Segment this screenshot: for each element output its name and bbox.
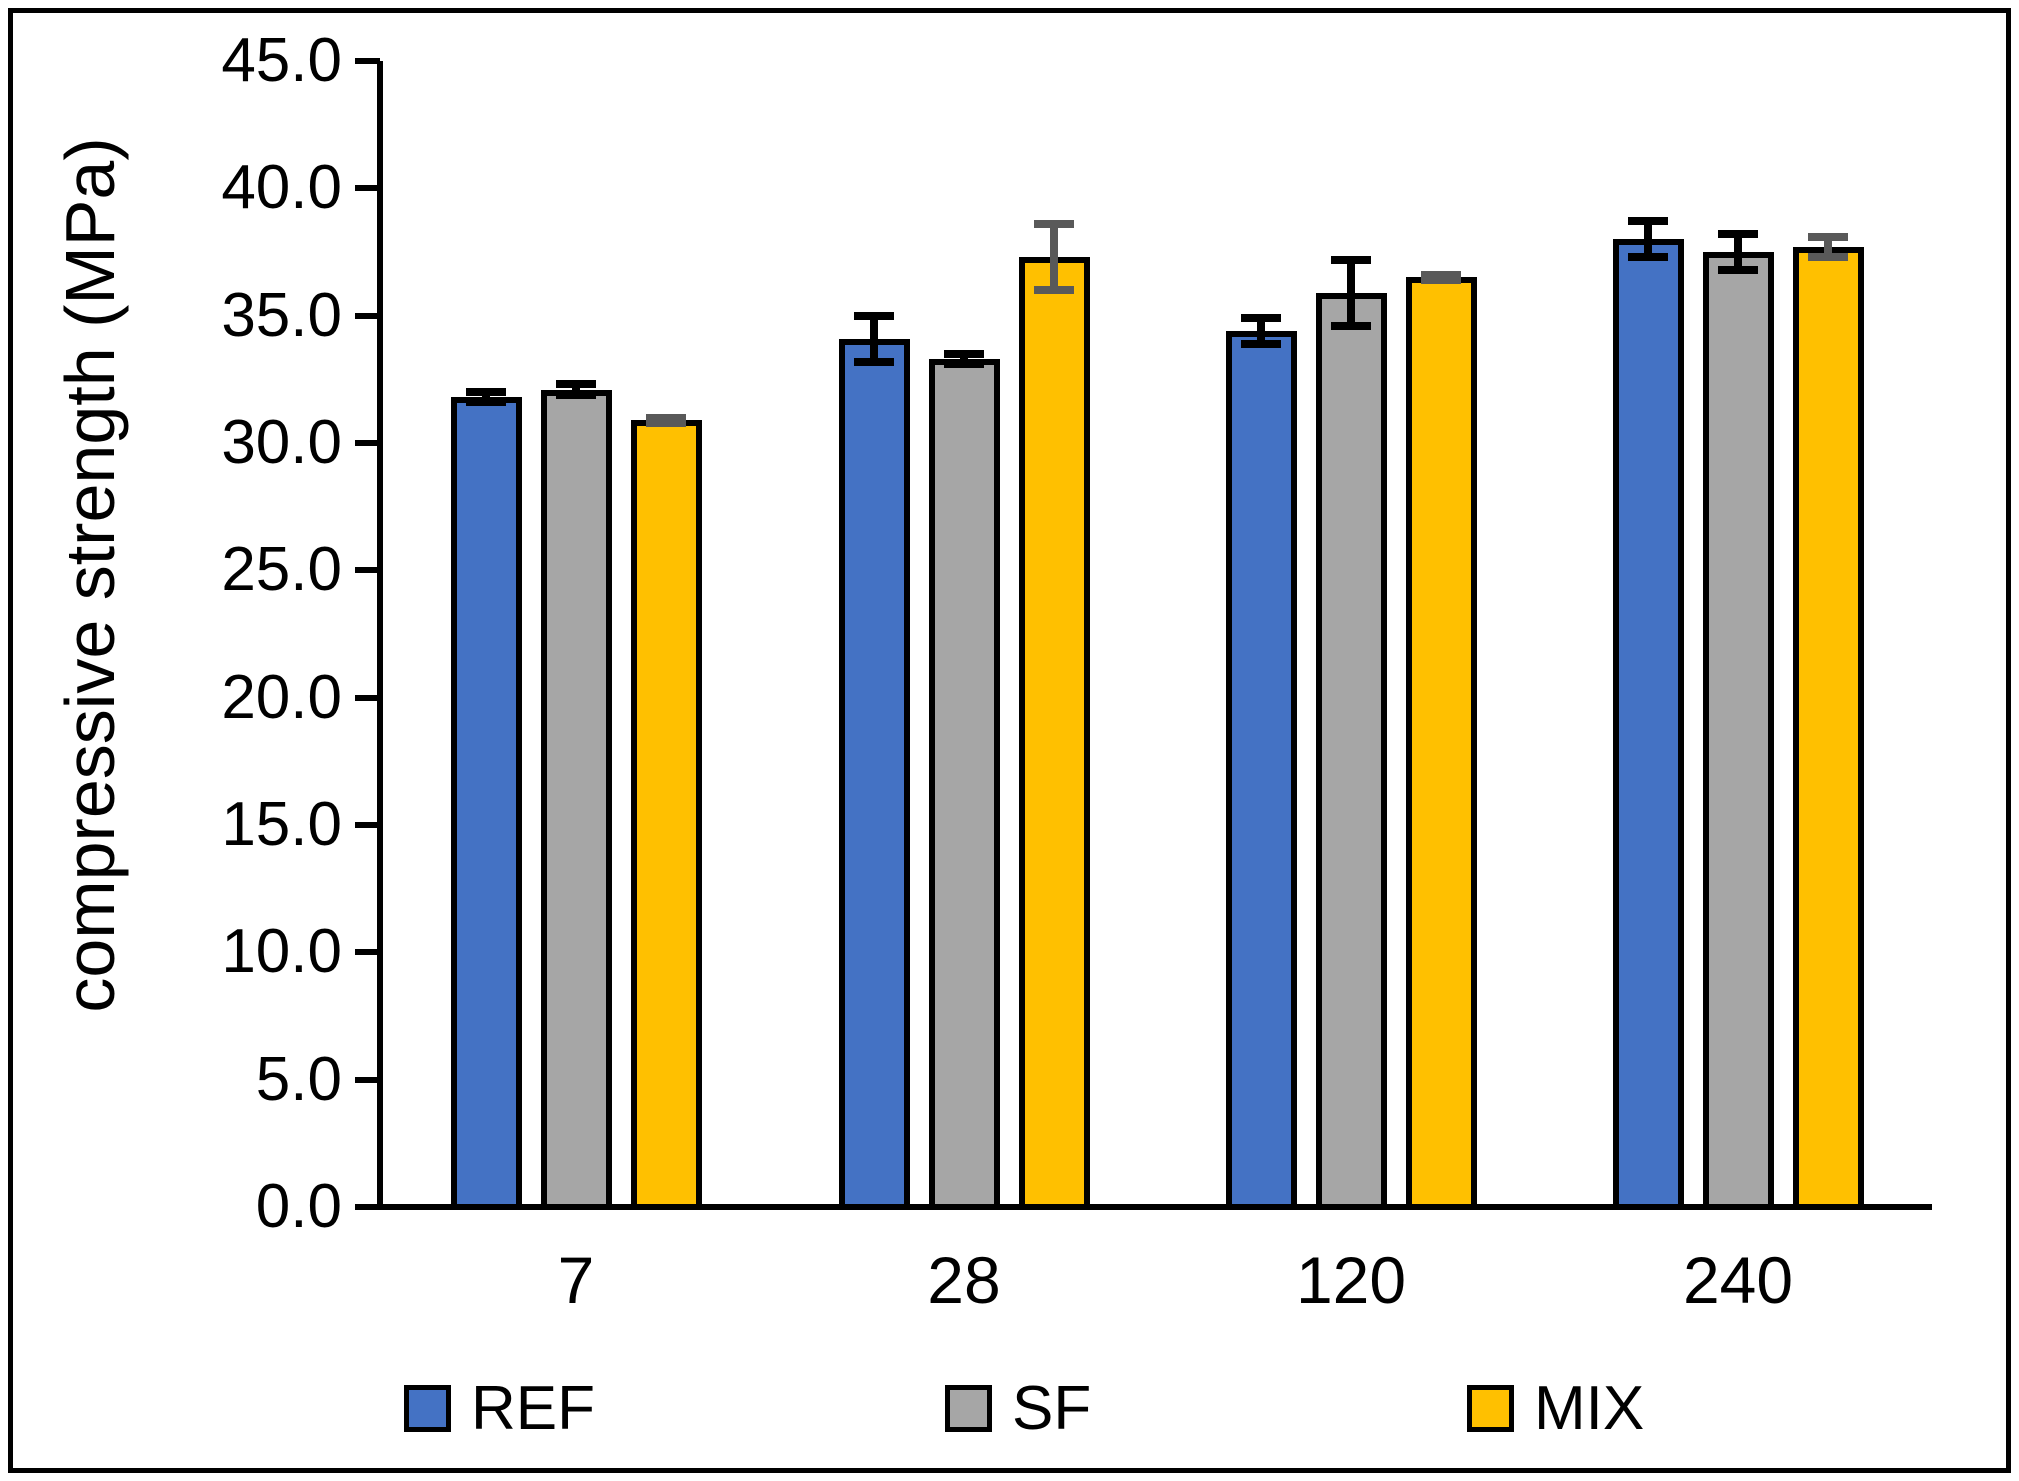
bar-sf-120 — [1315, 292, 1387, 1210]
errorbar-ref-28-cap-top — [854, 311, 894, 320]
errorbar-mix-240-cap-top — [1808, 232, 1848, 241]
y-tick-label-15.0: 15.0 — [221, 790, 342, 859]
legend-item-sf: SF — [945, 1374, 1092, 1443]
y-tick-15.0 — [355, 822, 380, 828]
errorbar-mix-240-whisker — [1824, 236, 1832, 258]
errorbar-ref-7-whisker — [482, 392, 490, 403]
bar-mix-28 — [1018, 257, 1090, 1210]
y-tick-label-10.0: 10.0 — [221, 917, 342, 987]
errorbar-sf-28-whisker — [960, 353, 968, 365]
errorbar-mix-28-cap-bottom — [1034, 286, 1074, 295]
bar-ref-7 — [450, 397, 522, 1210]
errorbar-ref-120-whisker — [1257, 318, 1265, 344]
y-tick-25.0 — [355, 567, 380, 574]
errorbar-ref-28-cap-bottom — [854, 357, 894, 366]
y-tick-45.0 — [355, 58, 380, 64]
errorbar-ref-240-cap-bottom — [1628, 253, 1668, 262]
legend-label-mix: MIX — [1534, 1374, 1645, 1443]
errorbar-sf-240-cap-bottom — [1718, 265, 1758, 274]
bar-ref-120 — [1225, 330, 1297, 1210]
bar-mix-120 — [1405, 277, 1477, 1210]
errorbar-ref-240-whisker — [1644, 221, 1652, 258]
x-tick-label-7: 7 — [557, 1243, 595, 1317]
errorbar-ref-240-cap-top — [1628, 217, 1668, 226]
bar-sf-240 — [1702, 252, 1774, 1210]
errorbar-sf-120-whisker — [1347, 259, 1355, 326]
y-tick-label-35.0: 35.0 — [221, 280, 342, 350]
legend-item-mix: MIX — [1467, 1374, 1645, 1443]
y-tick-label-45.0: 45.0 — [221, 26, 342, 95]
y-tick-label-40.0: 40.0 — [221, 153, 342, 223]
x-tick-label-28: 28 — [927, 1243, 1001, 1317]
errorbar-ref-120-cap-top — [1241, 314, 1281, 323]
chart-frame-border — [8, 8, 2011, 1473]
errorbar-sf-7-cap-bottom — [556, 390, 596, 399]
legend-label-sf: SF — [1012, 1374, 1092, 1443]
y-tick-30.0 — [355, 440, 380, 446]
errorbar-ref-7-cap-bottom — [466, 398, 506, 407]
errorbar-ref-7-cap-top — [466, 388, 506, 397]
x-tick-label-240: 240 — [1682, 1243, 1794, 1317]
errorbar-sf-7-whisker — [572, 384, 580, 395]
errorbar-mix-120-cap-bottom — [1421, 276, 1461, 284]
errorbar-sf-7-cap-top — [556, 380, 596, 389]
bar-mix-7 — [630, 420, 702, 1210]
y-tick-40.0 — [355, 185, 380, 192]
errorbar-mix-7-cap-bottom — [646, 418, 686, 427]
y-tick-label-0.0: 0.0 — [255, 1172, 342, 1241]
y-axis-line — [377, 61, 383, 1210]
errorbar-sf-120-cap-top — [1331, 255, 1371, 264]
y-tick-0.0 — [355, 1204, 380, 1210]
errorbar-mix-120-cap-top — [1421, 270, 1461, 279]
y-tick-35.0 — [355, 312, 380, 319]
bar-ref-28 — [838, 338, 910, 1210]
y-tick-label-30.0: 30.0 — [221, 408, 342, 477]
errorbar-sf-240-cap-top — [1718, 230, 1758, 239]
legend-label-ref: REF — [471, 1374, 595, 1443]
errorbar-sf-120-cap-bottom — [1331, 321, 1371, 330]
y-tick-label-20.0: 20.0 — [221, 662, 342, 732]
x-axis-line — [377, 1204, 1932, 1210]
errorbar-ref-120-cap-bottom — [1241, 339, 1281, 348]
bar-sf-7 — [540, 389, 612, 1210]
y-tick-20.0 — [355, 694, 380, 701]
errorbar-sf-240-whisker — [1734, 234, 1742, 270]
legend-swatch-mix — [1467, 1385, 1514, 1432]
y-tick-5.0 — [355, 1076, 380, 1083]
errorbar-mix-28-whisker — [1050, 223, 1058, 291]
bar-ref-240 — [1612, 239, 1684, 1210]
errorbar-mix-7-cap-top — [646, 413, 686, 422]
errorbar-mix-28-cap-top — [1034, 219, 1074, 228]
errorbar-sf-28-cap-top — [944, 349, 984, 358]
y-tick-10.0 — [355, 949, 380, 956]
errorbar-mix-240-cap-bottom — [1808, 253, 1848, 262]
errorbar-ref-28-whisker — [870, 315, 878, 362]
bar-sf-28 — [928, 358, 1000, 1210]
legend-swatch-sf — [945, 1385, 992, 1432]
x-tick-label-120: 120 — [1295, 1243, 1407, 1317]
bar-mix-240 — [1792, 246, 1864, 1210]
y-tick-label-25.0: 25.0 — [221, 535, 342, 605]
legend-swatch-ref — [404, 1385, 451, 1432]
errorbar-sf-28-cap-bottom — [944, 360, 984, 369]
legend-item-ref: REF — [404, 1374, 595, 1443]
y-tick-label-5.0: 5.0 — [255, 1044, 342, 1114]
